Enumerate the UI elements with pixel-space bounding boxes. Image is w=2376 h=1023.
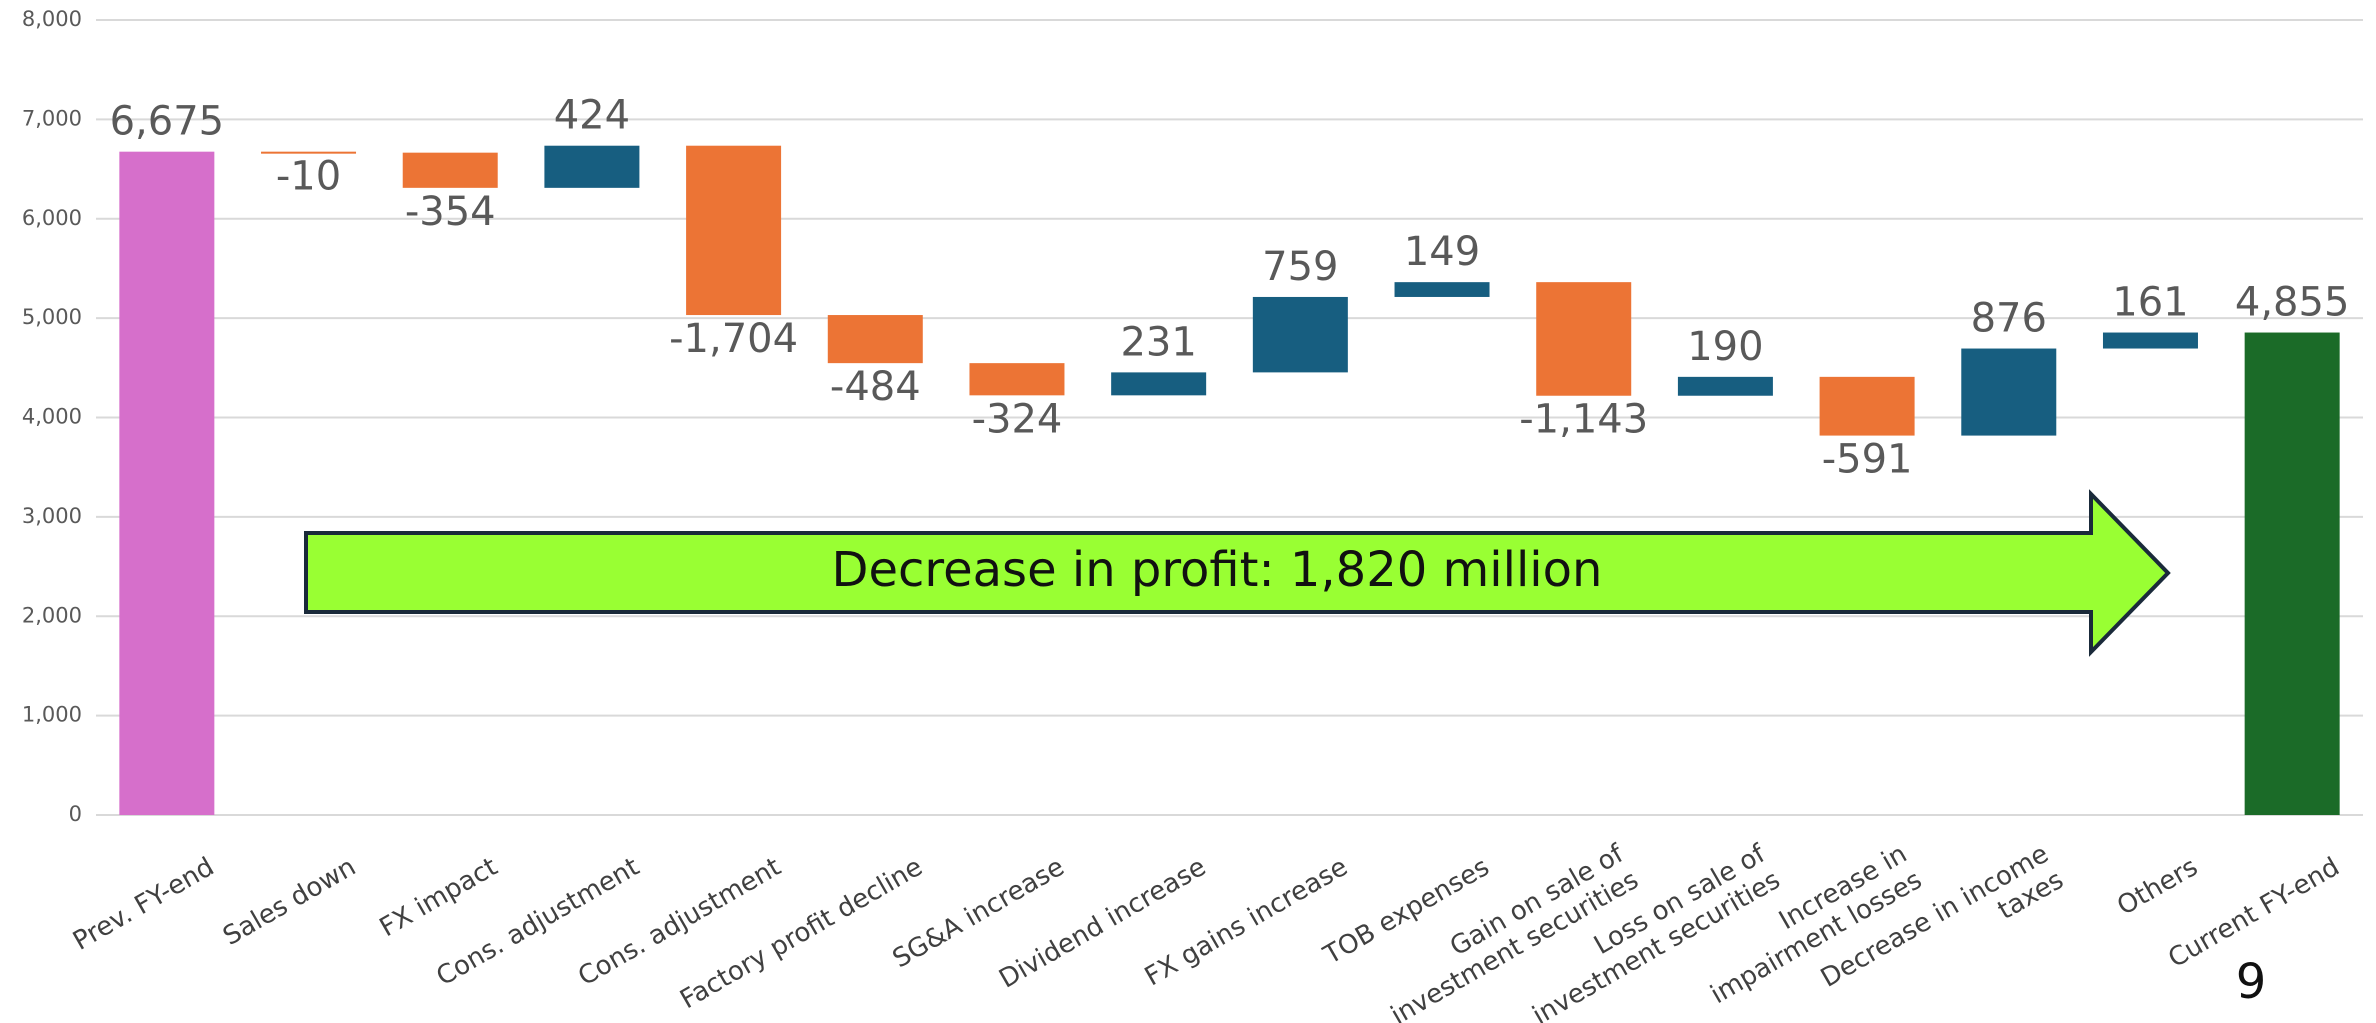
data-label: -484 [830,364,921,410]
data-label: 876 [1971,296,2047,342]
bar [544,145,640,188]
arrow [304,489,2171,657]
bar [261,151,357,154]
y-tick-label: 8,000 [22,7,82,31]
annotation: Decrease in profit: 1,820 million [832,542,1603,598]
x-tick-label: Others [2112,852,2203,922]
bar [119,151,215,815]
grid: 0 1,000 2,000 3,000 4,000 5,000 6,000 7,000 8,00… [22,7,2363,826]
data-label: -354 [405,189,496,235]
data-label: -10 [276,154,341,200]
bar [686,145,782,316]
y-tick-label: 5,000 [22,305,82,329]
bar [1111,372,1207,396]
x-tick-label: Sales down [218,852,361,952]
data-label: 161 [2112,280,2188,326]
x-tick-label: Prev. FY-end [68,852,219,957]
bar [1394,282,1490,297]
bar [1536,282,1632,396]
page-number: 9 [2236,954,2267,1010]
data-label: -324 [972,396,1063,442]
data-label: 149 [1404,229,1480,275]
y-tick-label: 6,000 [22,206,82,230]
bar [2102,332,2198,349]
data-label: 231 [1120,319,1196,365]
bar [2244,332,2340,815]
data-label: 6,675 [110,99,225,145]
x-tick-label: Factory profit decline [675,852,928,1015]
bar [1677,376,1773,396]
data-label: -1,704 [669,316,798,362]
x-tick-label: FX impact [374,852,502,943]
bar [1961,348,2057,436]
y-tick-label: 7,000 [22,106,82,130]
y-tick-label: 0 [69,802,82,826]
y-tick-label: 1,000 [22,703,82,727]
bar [402,152,498,188]
data-label: 424 [554,93,630,139]
data-label: 759 [1262,244,1338,290]
bar [969,363,1065,396]
y-tick-label: 4,000 [22,405,82,429]
bar [1819,376,1915,436]
bar [827,315,923,364]
data-label: -1,143 [1519,397,1648,443]
data-label: 190 [1687,324,1763,370]
data-label: -591 [1822,437,1913,483]
bar [1252,296,1348,373]
y-tick-label: 2,000 [22,603,82,627]
data-label: 4,855 [2235,280,2350,326]
y-tick-label: 3,000 [22,504,82,528]
